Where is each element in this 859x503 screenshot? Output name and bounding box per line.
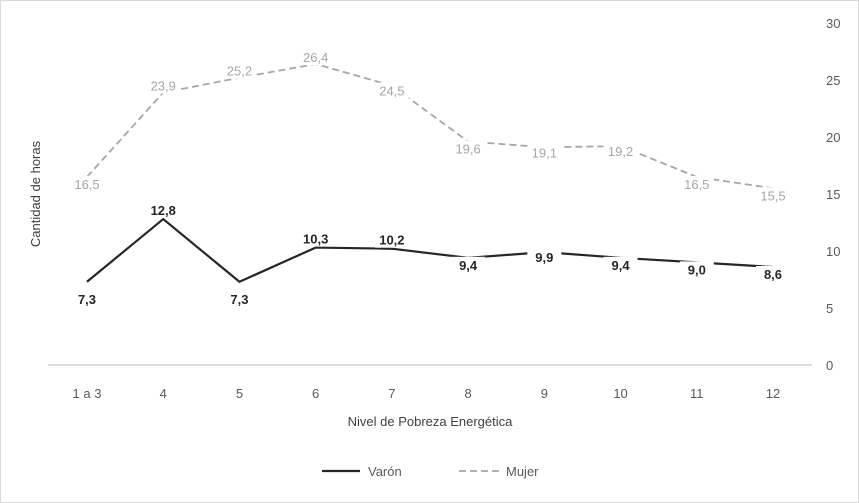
data-labels: 7,3 12,8 7,3 10,3 10,2 9,4 9,9 9,4 9,0 8,6 16,5 23,…: [70, 49, 790, 307]
y-tick-label: 0: [826, 358, 833, 373]
data-label-bg: [374, 82, 409, 99]
y-tick-label: 10: [826, 244, 840, 259]
data-label-bg: [374, 231, 409, 248]
x-tick-label: 7: [388, 386, 395, 401]
data-label-bg: [222, 290, 257, 307]
data-label-bg: [298, 49, 333, 66]
data-label-bg: [451, 256, 486, 273]
x-tick-label: 5: [236, 386, 243, 401]
series-line-mujer: [86, 63, 774, 190]
data-label-bg: [603, 256, 638, 273]
series-layer: [86, 63, 774, 283]
legend-label-varon: Varón: [368, 464, 402, 479]
y-tick-label: 25: [826, 73, 840, 88]
x-tick-label: 1 a 3: [73, 386, 102, 401]
data-label-mujer: 19,2: [608, 144, 633, 159]
x-tick-label: 9: [541, 386, 548, 401]
data-label-bg: [527, 249, 562, 266]
y-tick-label: 15: [826, 187, 840, 202]
data-label-mujer: 24,5: [379, 84, 404, 99]
data-label-mujer: 25,2: [227, 64, 252, 79]
data-label-varon: 9,0: [688, 262, 706, 277]
data-label-varon: 12,8: [151, 203, 176, 218]
data-label-bg: [451, 140, 486, 157]
data-label-bg: [222, 62, 257, 79]
y-tick-label: 5: [826, 301, 833, 316]
x-tick-label: 8: [464, 386, 471, 401]
data-label-varon: 9,9: [535, 250, 553, 265]
x-tick-label: 10: [613, 386, 627, 401]
data-label-bg: [146, 77, 181, 94]
data-label-bg: [756, 187, 790, 204]
data-label-varon: 7,3: [78, 292, 96, 307]
data-label-bg: [603, 143, 638, 160]
data-label-bg: [679, 175, 714, 192]
data-label-mujer: 19,1: [532, 145, 557, 160]
data-label-mujer: 23,9: [151, 79, 176, 94]
data-label-mujer: 16,5: [684, 177, 709, 192]
data-label-mujer: 16,5: [74, 177, 99, 192]
data-label-varon: 10,3: [303, 232, 328, 247]
x-tick-labels: 1 a 3 4 5 6 7 8 9 10 11 12: [73, 386, 781, 401]
x-tick-label: 4: [160, 386, 167, 401]
y-tick-labels: 0 5 10 15 20 25 30: [826, 16, 840, 373]
y-tick-label: 20: [826, 130, 840, 145]
x-axis-title: Nivel de Pobreza Energética: [348, 414, 514, 429]
data-label-bg: [70, 290, 104, 307]
data-label-mujer: 26,4: [303, 50, 328, 65]
data-label-bg: [298, 230, 333, 247]
data-label-varon: 8,6: [764, 267, 782, 282]
data-label-varon: 10,2: [379, 233, 404, 248]
x-tick-label: 11: [690, 386, 704, 401]
data-label-mujer: 15,5: [760, 188, 785, 203]
x-tick-label: 6: [312, 386, 319, 401]
y-tick-label: 30: [826, 16, 840, 31]
data-label-varon: 7,3: [230, 292, 248, 307]
series-line-varon: [86, 217, 774, 283]
data-label-bg: [70, 175, 104, 192]
legend: Varón Mujer: [322, 464, 539, 479]
data-label-bg: [146, 202, 181, 219]
data-label-bg: [527, 144, 562, 161]
data-label-varon: 9,4: [459, 258, 478, 273]
y-axis-title: Cantidad de horas: [28, 140, 43, 247]
legend-label-mujer: Mujer: [506, 464, 539, 479]
data-label-bg: [679, 261, 714, 278]
data-label-varon: 9,4: [612, 258, 631, 273]
data-label-mujer: 19,6: [455, 142, 480, 157]
x-tick-label: 12: [766, 386, 780, 401]
data-label-bg: [756, 265, 790, 282]
